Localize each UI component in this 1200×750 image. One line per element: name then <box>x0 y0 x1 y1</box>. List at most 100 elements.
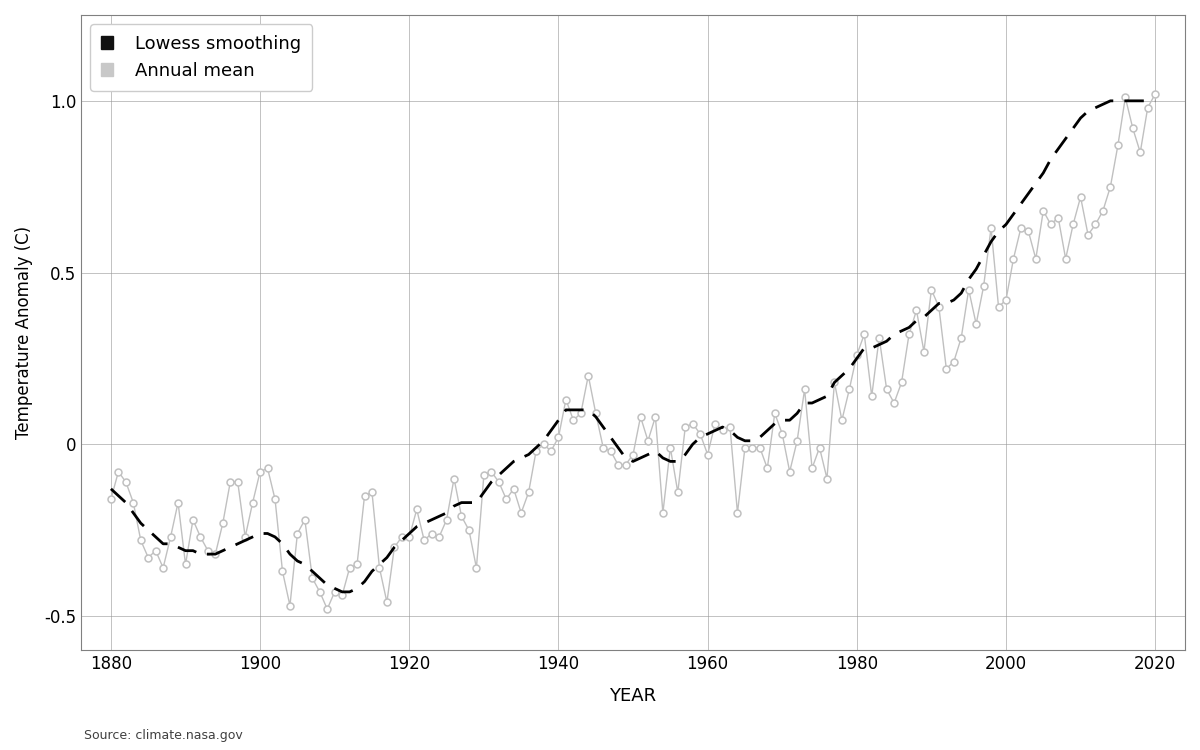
Point <box>698 448 718 460</box>
Point <box>1138 102 1157 114</box>
Point <box>1123 122 1142 134</box>
Point <box>870 332 889 344</box>
Point <box>131 534 150 546</box>
Point <box>817 472 836 484</box>
Point <box>511 507 530 519</box>
Point <box>974 280 994 292</box>
Point <box>683 418 702 430</box>
Point <box>966 318 985 330</box>
Point <box>892 376 911 388</box>
Point <box>773 428 792 440</box>
Point <box>989 301 1008 313</box>
Point <box>608 459 628 471</box>
Point <box>690 428 709 440</box>
Point <box>653 507 672 519</box>
Point <box>467 562 486 574</box>
Point <box>534 438 553 450</box>
Point <box>586 407 605 419</box>
Point <box>244 496 263 508</box>
Legend: Lowess smoothing, Annual mean: Lowess smoothing, Annual mean <box>90 24 312 91</box>
Point <box>310 586 329 598</box>
Point <box>638 435 658 447</box>
Point <box>824 376 844 388</box>
Point <box>796 383 815 395</box>
Y-axis label: Temperature Anomaly (C): Temperature Anomaly (C) <box>14 226 32 440</box>
Point <box>272 566 292 578</box>
Point <box>1116 92 1135 104</box>
Point <box>340 562 359 574</box>
Point <box>854 328 874 340</box>
Point <box>743 442 762 454</box>
Point <box>474 470 493 482</box>
Point <box>952 332 971 344</box>
Point <box>557 394 576 406</box>
Point <box>520 486 539 498</box>
Point <box>676 421 695 433</box>
Point <box>1056 253 1075 265</box>
Point <box>1093 205 1112 217</box>
Point <box>392 531 412 543</box>
Point <box>1026 253 1045 265</box>
Point <box>460 524 479 536</box>
Point <box>736 442 755 454</box>
X-axis label: YEAR: YEAR <box>610 687 656 705</box>
Point <box>840 383 859 395</box>
Point <box>564 414 583 426</box>
Point <box>362 486 382 498</box>
Point <box>191 531 210 543</box>
Point <box>1042 218 1061 230</box>
Point <box>400 531 419 543</box>
Point <box>803 462 822 474</box>
Point <box>370 562 389 574</box>
Point <box>228 476 247 488</box>
Point <box>265 494 284 506</box>
Point <box>288 527 307 539</box>
Point <box>124 496 143 508</box>
Point <box>1049 211 1068 223</box>
Point <box>847 349 866 361</box>
Point <box>877 383 896 395</box>
Point <box>706 418 725 430</box>
Point <box>490 476 509 488</box>
Point <box>944 356 964 368</box>
Point <box>198 544 217 556</box>
Point <box>750 442 769 454</box>
Point <box>1079 229 1098 241</box>
Point <box>1070 191 1090 203</box>
Point <box>385 542 404 554</box>
Point <box>168 496 187 508</box>
Point <box>1063 218 1082 230</box>
Point <box>221 476 240 488</box>
Point <box>302 572 322 584</box>
Point <box>332 590 352 602</box>
Point <box>713 424 732 436</box>
Point <box>757 462 776 474</box>
Point <box>766 407 785 419</box>
Point <box>430 531 449 543</box>
Point <box>668 486 688 498</box>
Point <box>497 494 516 506</box>
Point <box>661 442 680 454</box>
Point <box>407 503 426 515</box>
Point <box>833 414 852 426</box>
Point <box>1146 88 1165 100</box>
Point <box>900 328 919 340</box>
Point <box>1130 146 1150 158</box>
Point <box>481 466 500 478</box>
Point <box>1033 205 1052 217</box>
Point <box>295 514 314 526</box>
Point <box>214 518 233 530</box>
Point <box>624 448 643 460</box>
Point <box>862 390 881 402</box>
Point <box>251 466 270 478</box>
Text: Source: climate.nasa.gov: Source: climate.nasa.gov <box>84 729 242 742</box>
Point <box>1100 181 1120 193</box>
Point <box>907 304 926 316</box>
Point <box>258 462 277 474</box>
Point <box>377 596 396 608</box>
Point <box>810 442 829 454</box>
Point <box>205 548 224 560</box>
Point <box>422 527 442 539</box>
Point <box>646 411 665 423</box>
Point <box>109 466 128 478</box>
